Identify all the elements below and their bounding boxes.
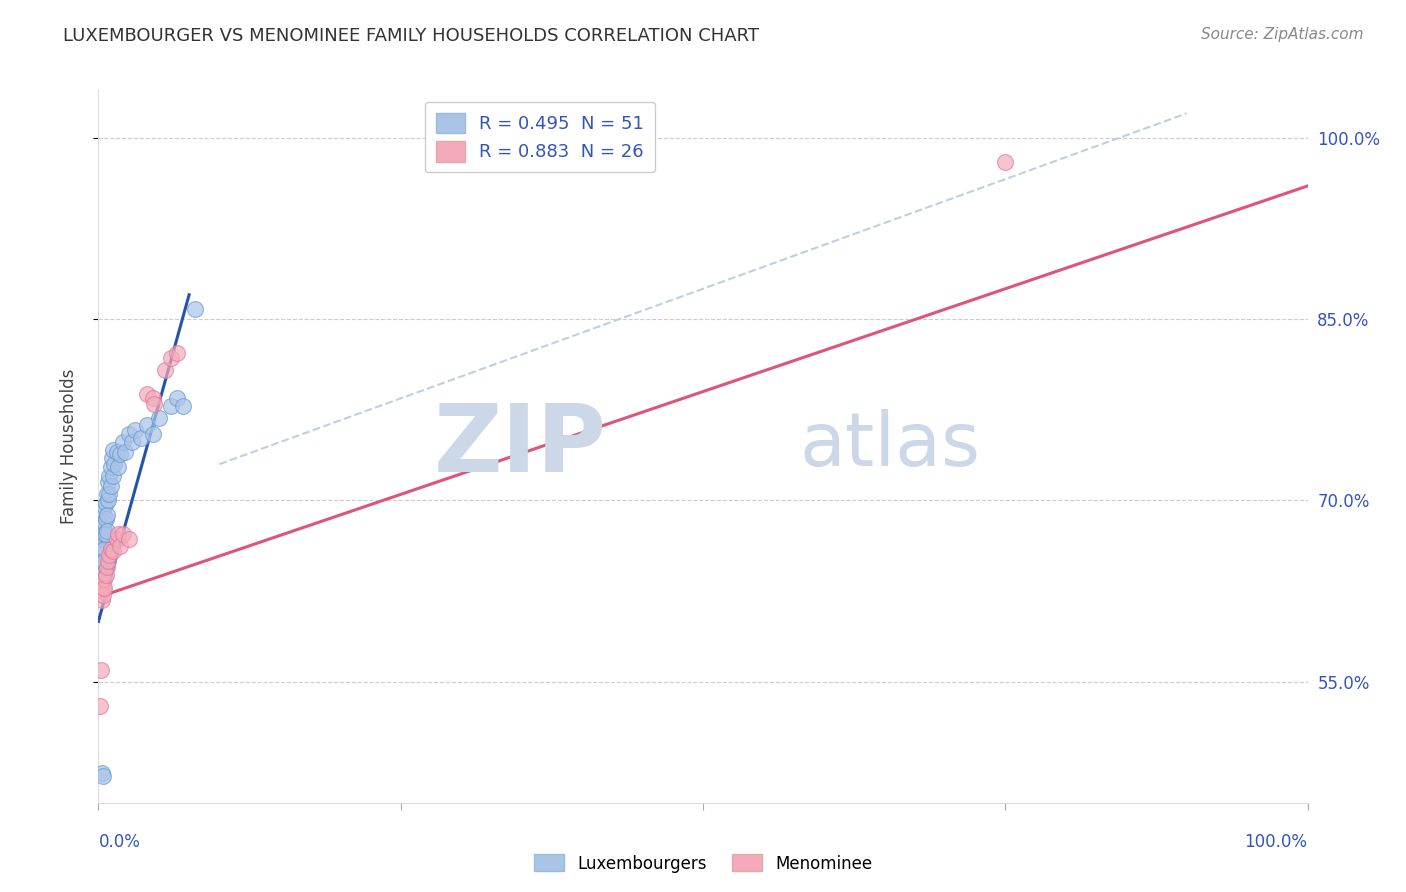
Point: [91, 544, 114, 558]
Point: [90, 663, 112, 677]
Point: [91, 588, 114, 602]
Point: [101, 469, 124, 483]
Text: atlas: atlas: [800, 409, 981, 483]
Point: [96, 487, 118, 501]
Point: [166, 346, 188, 360]
Point: [118, 426, 141, 441]
Point: [100, 451, 122, 466]
Text: Source: ZipAtlas.com: Source: ZipAtlas.com: [1201, 27, 1364, 42]
Point: [184, 302, 207, 317]
Point: [105, 532, 128, 546]
Point: [93, 527, 115, 541]
Y-axis label: Family Households: Family Households: [59, 368, 77, 524]
Point: [96, 560, 118, 574]
Point: [93, 515, 115, 529]
Point: [107, 459, 129, 474]
Point: [93, 500, 115, 514]
Point: [91, 592, 114, 607]
Point: [94, 568, 117, 582]
Legend: R = 0.495  N = 51, R = 0.883  N = 26: R = 0.495 N = 51, R = 0.883 N = 26: [425, 102, 655, 172]
Point: [148, 411, 170, 425]
Point: [91, 765, 114, 780]
Point: [93, 541, 115, 556]
Legend: Luxembourgers, Menominee: Luxembourgers, Menominee: [527, 847, 879, 880]
Point: [89, 699, 111, 714]
Point: [91, 541, 114, 556]
Point: [153, 363, 176, 377]
Point: [98, 548, 121, 562]
Point: [93, 554, 115, 568]
Point: [89, 517, 111, 532]
Point: [172, 399, 194, 413]
Point: [124, 423, 146, 437]
Point: [118, 532, 141, 546]
Point: [166, 391, 188, 405]
Point: [91, 554, 114, 568]
Point: [160, 351, 183, 365]
Text: 0.0%: 0.0%: [98, 833, 141, 851]
Point: [143, 397, 166, 411]
Point: [100, 459, 122, 474]
Point: [121, 435, 143, 450]
Point: [100, 479, 122, 493]
Point: [91, 584, 114, 599]
Point: [135, 418, 157, 433]
Point: [142, 391, 165, 405]
Text: 100.0%: 100.0%: [1244, 833, 1308, 851]
Point: [142, 426, 165, 441]
Point: [91, 557, 114, 571]
Point: [94, 496, 117, 510]
Point: [90, 532, 112, 546]
Point: [93, 572, 115, 586]
Point: [101, 544, 124, 558]
Point: [111, 435, 134, 450]
Point: [97, 493, 120, 508]
Point: [108, 540, 131, 554]
Point: [107, 527, 129, 541]
Point: [96, 508, 118, 522]
Point: [91, 520, 114, 534]
Point: [94, 511, 117, 525]
Point: [98, 469, 121, 483]
Point: [111, 527, 134, 541]
Point: [91, 581, 114, 595]
Point: [91, 562, 114, 576]
Point: [91, 506, 114, 520]
Point: [129, 431, 152, 445]
Point: [90, 517, 112, 532]
Point: [108, 447, 131, 461]
Point: [103, 457, 125, 471]
Point: [135, 387, 157, 401]
Point: [96, 524, 118, 538]
Point: [91, 769, 114, 783]
Point: [97, 475, 120, 490]
Point: [91, 532, 114, 546]
Point: [93, 566, 115, 580]
Point: [94, 527, 117, 541]
Point: [93, 581, 115, 595]
Point: [105, 445, 128, 459]
Point: [101, 442, 124, 457]
Point: [100, 541, 122, 556]
Point: [994, 154, 1017, 169]
Point: [160, 399, 183, 413]
Text: ZIP: ZIP: [433, 400, 606, 492]
Point: [98, 487, 121, 501]
Point: [97, 554, 120, 568]
Text: LUXEMBOURGER VS MENOMINEE FAMILY HOUSEHOLDS CORRELATION CHART: LUXEMBOURGER VS MENOMINEE FAMILY HOUSEHO…: [63, 27, 759, 45]
Point: [114, 445, 136, 459]
